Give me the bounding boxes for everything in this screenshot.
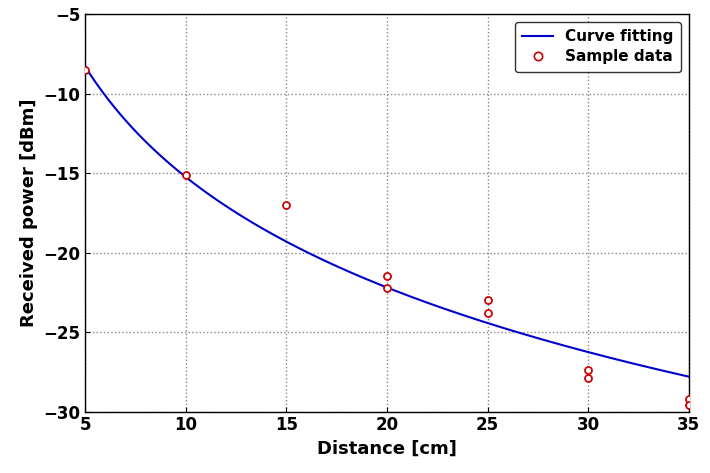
- Y-axis label: Received power [dBm]: Received power [dBm]: [20, 98, 38, 327]
- Line: Curve fitting: Curve fitting: [85, 67, 689, 377]
- Curve fitting: [670, 370, 679, 376]
- Curve fitting: [408, 294, 416, 300]
- Curve fitting: [440, 306, 449, 312]
- Curve fitting: [371, 280, 380, 286]
- Curve fitting: [368, 279, 376, 284]
- X-axis label: Distance [cm]: Distance [cm]: [317, 440, 457, 458]
- Legend: Curve fitting, Sample data: Curve fitting, Sample data: [515, 22, 681, 72]
- Curve fitting: [576, 347, 584, 353]
- Curve fitting: [684, 374, 693, 379]
- Curve fitting: [81, 64, 89, 70]
